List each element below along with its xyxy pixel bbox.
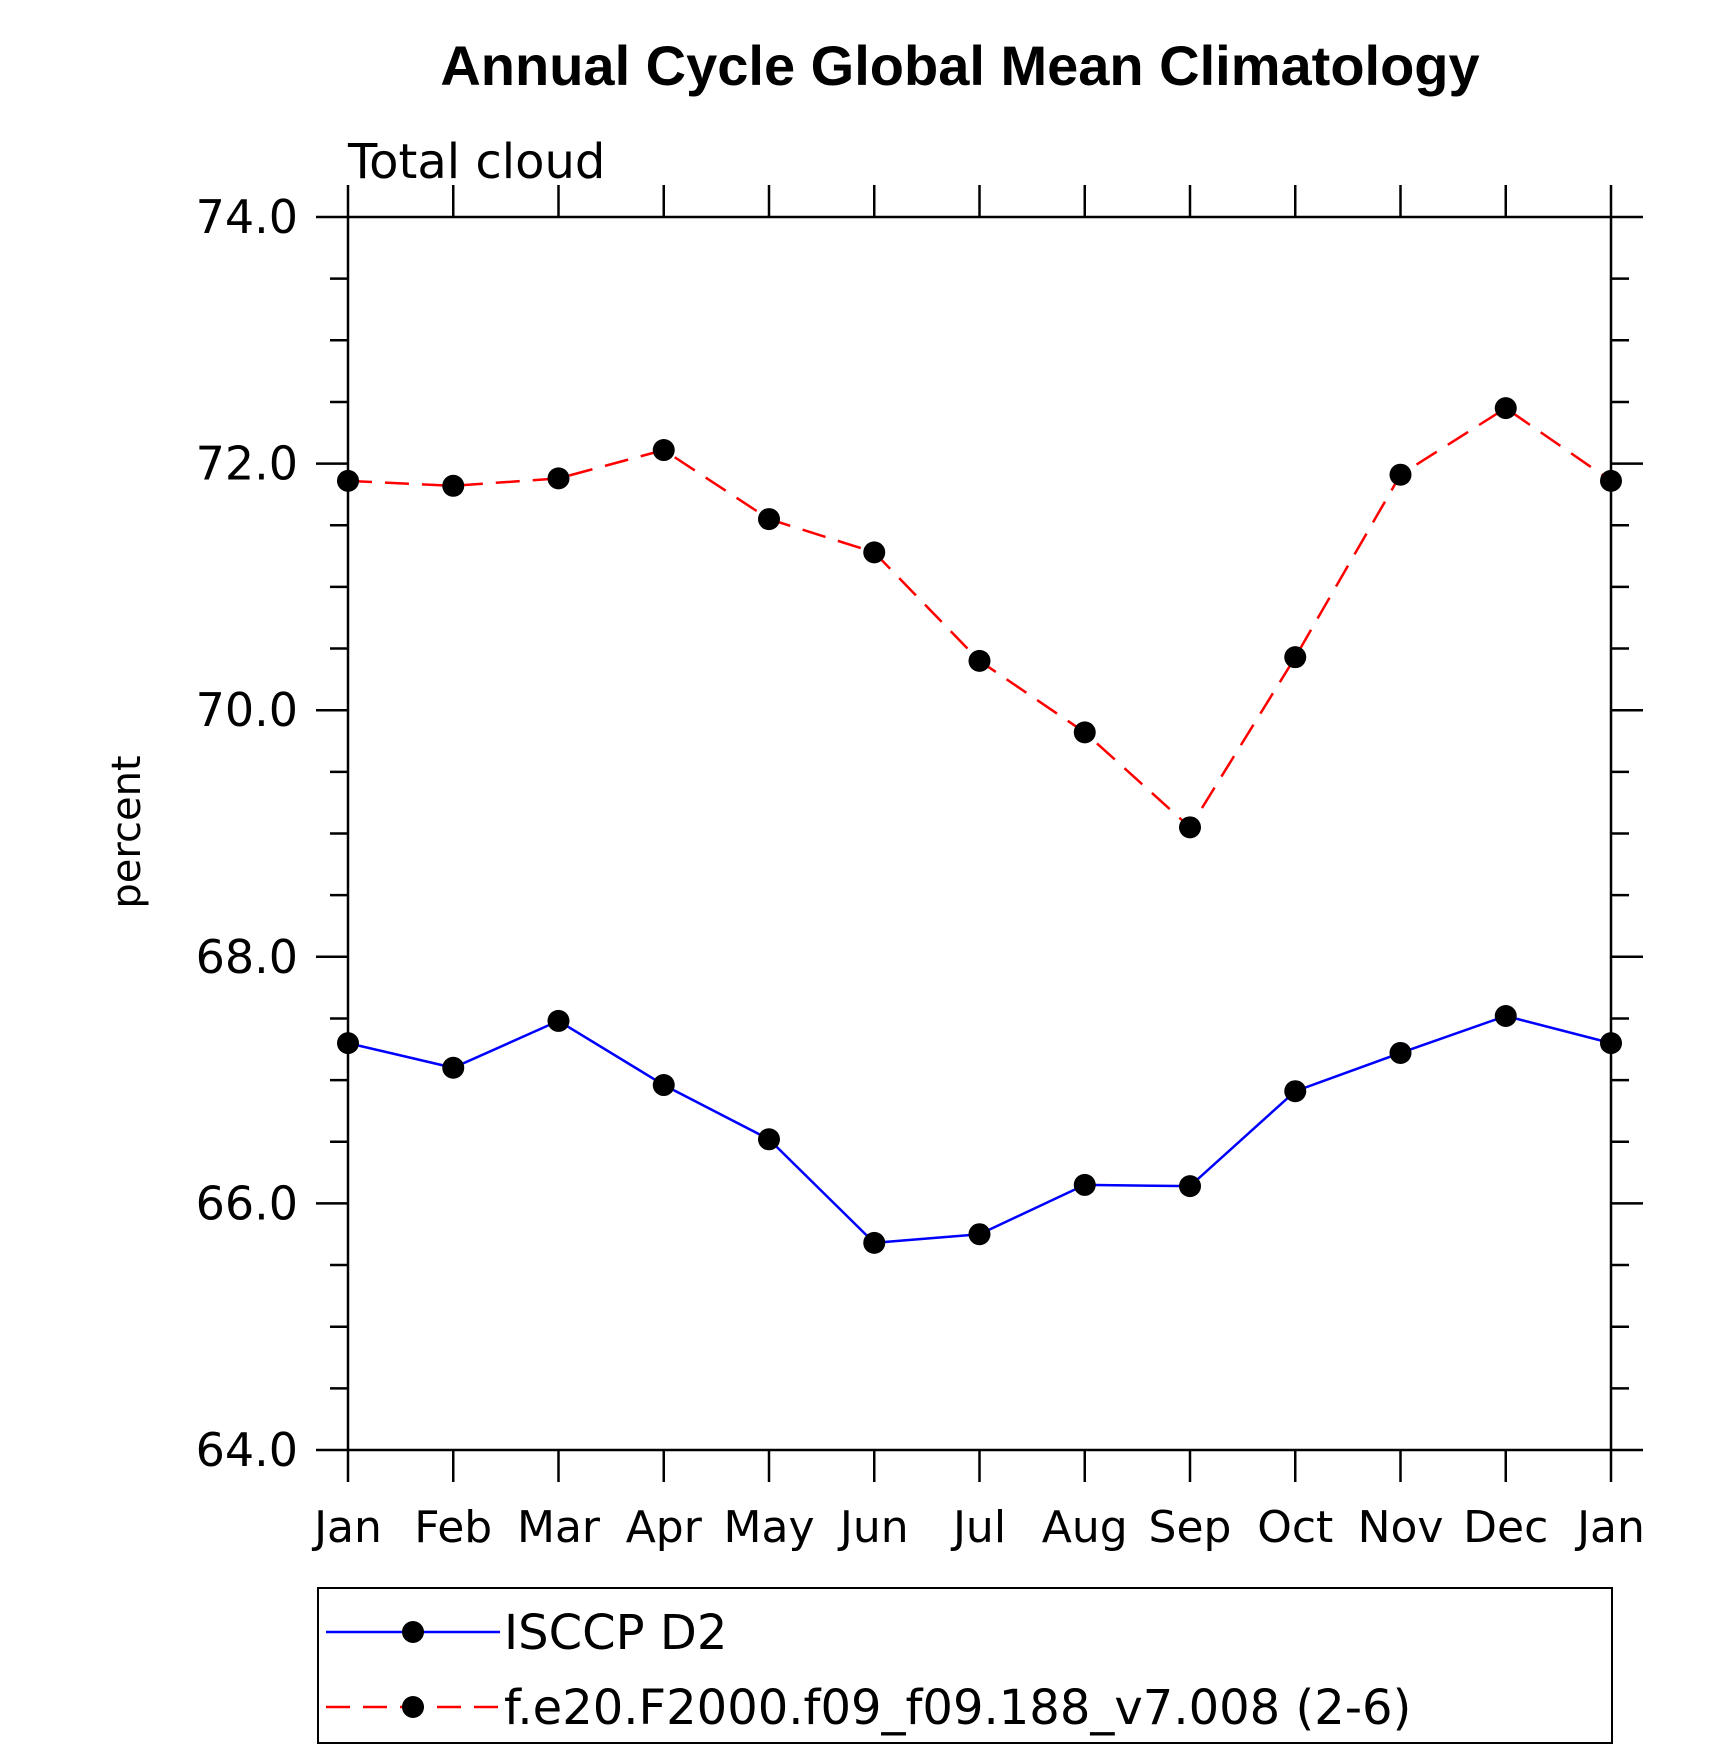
series-1-point: [1284, 1080, 1307, 1103]
x-tick-labels: Jan Feb Mar Apr May Jun Jul Aug Sep Oct Nov Dec Jan: [311, 1502, 1645, 1553]
series-2-point: [1389, 463, 1412, 486]
series-2-point: [1179, 816, 1201, 839]
y-axis-label: percent: [104, 755, 150, 908]
series-1-point: [652, 1074, 675, 1097]
series-2-point: [1494, 397, 1517, 420]
x-tick-label: Aug: [1042, 1502, 1128, 1553]
series-line-1: [347, 1014, 1612, 1245]
legend-label-1: ISCCP D2: [504, 1605, 727, 1661]
series-1-point: [442, 1056, 465, 1079]
series-layer: [337, 397, 1622, 1254]
x-tick-label: Oct: [1257, 1502, 1333, 1553]
y-tick-label: 64.0: [196, 1423, 298, 1477]
series-2-point: [547, 467, 570, 490]
series-1-point: [1600, 1032, 1622, 1055]
y-tick-label: 70.0: [196, 683, 298, 737]
x-tick-label: Nov: [1358, 1502, 1444, 1553]
series-1-point: [1494, 1004, 1517, 1027]
x-tick-label: Jul: [950, 1502, 1006, 1553]
series-1-point: [1389, 1041, 1412, 1064]
x-tick-label: Dec: [1463, 1502, 1548, 1553]
series-1-point: [1179, 1175, 1201, 1198]
x-tick-label: Mar: [517, 1502, 601, 1553]
series-2-point: [863, 541, 886, 564]
x-tick-label: Apr: [626, 1502, 703, 1553]
y-tick-label: 74.0: [196, 190, 298, 244]
legend-marker-2: [402, 1696, 424, 1718]
legend-label-2: f.e20.F2000.f09_f09.188_v7.008 (2-6): [504, 1680, 1411, 1736]
y-tick-labels: 64.0 66.0 68.0 70.0 72.0 74.0: [196, 190, 298, 1477]
series-2-point: [442, 474, 465, 497]
series-2-point: [968, 649, 991, 672]
series-2-point: [758, 508, 780, 531]
plot-frame: [346, 215, 1613, 1452]
series-2-point: [1284, 646, 1307, 669]
series-line-2: [347, 406, 1612, 830]
x-tick-label: Jun: [837, 1502, 909, 1553]
x-tick-label: Jan: [1574, 1502, 1645, 1553]
x-tick-label: Feb: [414, 1502, 492, 1553]
series-1-point: [968, 1223, 991, 1246]
series-1-point: [337, 1032, 359, 1055]
series-2-point: [1600, 469, 1622, 492]
plot-axes: [316, 185, 1643, 1482]
series-2-point: [1073, 721, 1096, 744]
y-tick-label: 72.0: [196, 437, 298, 491]
chart-subtitle: Total cloud: [347, 134, 605, 190]
y-tick-label: 68.0: [196, 930, 298, 984]
legend-marker-1: [402, 1621, 424, 1643]
x-tick-label: May: [724, 1502, 815, 1553]
series-2-point: [337, 469, 359, 492]
chart-title: Annual Cycle Global Mean Climatology: [440, 34, 1479, 97]
series-1-point: [547, 1009, 570, 1032]
legend-box: [317, 1587, 1613, 1744]
legend: ISCCP D2 f.e20.F2000.f09_f09.188_v7.008 (…: [317, 1587, 1613, 1744]
x-tick-label: Sep: [1149, 1502, 1232, 1553]
x-tick-label: Jan: [311, 1502, 382, 1553]
series-1-point: [863, 1231, 886, 1254]
series-2-point: [652, 439, 675, 462]
series-1-point: [1073, 1173, 1096, 1196]
y-tick-label: 66.0: [196, 1176, 298, 1230]
series-1-point: [758, 1128, 780, 1151]
